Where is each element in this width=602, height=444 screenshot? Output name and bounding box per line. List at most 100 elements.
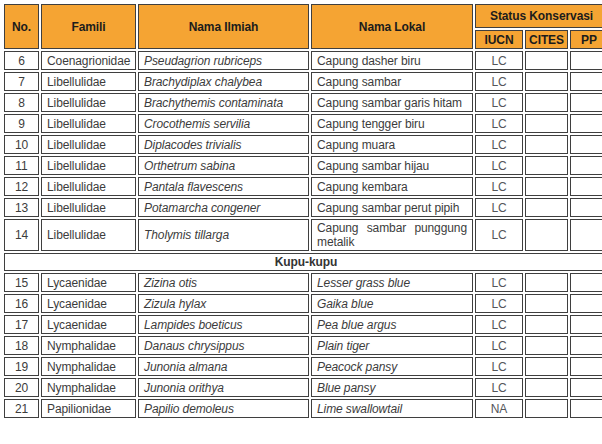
- cell-iucn: LC: [475, 315, 523, 334]
- table-row: 8LibellulidaeBrachythemis contaminataCap…: [4, 93, 602, 112]
- cell-nama-ilmiah: Potamarcha congener: [138, 198, 309, 217]
- cell-nama-lokal: Pea blue argus: [311, 315, 473, 334]
- cell-pp: [570, 219, 602, 251]
- cell-nama-lokal: Capung sambar garis hitam: [311, 93, 473, 112]
- table-row: 11LibellulidaeOrthetrum sabinaCapung sam…: [4, 156, 602, 175]
- cell-famili: Libellulidae: [41, 198, 136, 217]
- table-row: 9LibellulidaeCrocothemis serviliaCapung …: [4, 114, 602, 133]
- cell-pp: [570, 114, 602, 133]
- cell-iucn: LC: [475, 135, 523, 154]
- table-row: 20NymphalidaeJunonia orithyaBlue pansyLC: [4, 378, 602, 397]
- cell-no: 20: [4, 378, 39, 397]
- cell-nama-ilmiah: Junonia orithya: [138, 378, 309, 397]
- cell-no: 9: [4, 114, 39, 133]
- cell-cites: [525, 198, 568, 217]
- cell-pp: [570, 177, 602, 196]
- cell-nama-lokal: Capung dasher biru: [311, 51, 473, 70]
- cell-iucn: LC: [475, 72, 523, 91]
- table-row: 16LycaenidaeZizula hylaxGaika blueLC: [4, 294, 602, 313]
- cell-no: 14: [4, 219, 39, 251]
- col-header-famili: Famili: [41, 4, 136, 49]
- cell-no: 12: [4, 177, 39, 196]
- table-row: 10LibellulidaeDiplacodes trivialisCapung…: [4, 135, 602, 154]
- cell-famili: Papilionidae: [41, 399, 136, 418]
- cell-cites: [525, 135, 568, 154]
- cell-famili: Nymphalidae: [41, 357, 136, 376]
- table-row: 17LycaenidaeLampides boeticusPea blue ar…: [4, 315, 602, 334]
- cell-cites: [525, 219, 568, 251]
- cell-no: 8: [4, 93, 39, 112]
- cell-iucn: LC: [475, 378, 523, 397]
- cell-nama-lokal: Lime swallowtail: [311, 399, 473, 418]
- table-header: No. Famili Nama Ilmiah Nama Lokal Status…: [4, 4, 602, 49]
- cell-no: 15: [4, 273, 39, 292]
- table-row: 7LibellulidaeBrachydiplax chalybeaCapung…: [4, 72, 602, 91]
- cell-no: 11: [4, 156, 39, 175]
- cell-nama-ilmiah: Crocothemis servilia: [138, 114, 309, 133]
- cell-famili: Lycaenidae: [41, 315, 136, 334]
- cell-pp: [570, 51, 602, 70]
- cell-no: 19: [4, 357, 39, 376]
- col-header-cites: CITES: [525, 30, 568, 49]
- cell-cites: [525, 72, 568, 91]
- cell-pp: [570, 156, 602, 175]
- table-row: 15LycaenidaeZizina otisLesser grass blue…: [4, 273, 602, 292]
- cell-nama-ilmiah: Junonia almana: [138, 357, 309, 376]
- cell-pp: [570, 135, 602, 154]
- cell-iucn: LC: [475, 336, 523, 355]
- cell-cites: [525, 315, 568, 334]
- cell-cites: [525, 273, 568, 292]
- cell-cites: [525, 357, 568, 376]
- cell-cites: [525, 294, 568, 313]
- cell-nama-lokal: Capung sambar punggung metalik: [311, 219, 473, 251]
- cell-iucn: LC: [475, 114, 523, 133]
- cell-no: 13: [4, 198, 39, 217]
- cell-iucn: LC: [475, 357, 523, 376]
- cell-iucn: LC: [475, 294, 523, 313]
- cell-no: 17: [4, 315, 39, 334]
- header-row-main: No. Famili Nama Ilmiah Nama Lokal Status…: [4, 4, 602, 28]
- cell-cites: [525, 378, 568, 397]
- cell-nama-lokal: Gaika blue: [311, 294, 473, 313]
- document-page: No. Famili Nama Ilmiah Nama Lokal Status…: [0, 0, 602, 444]
- cell-cites: [525, 336, 568, 355]
- conservation-status-table: No. Famili Nama Ilmiah Nama Lokal Status…: [2, 2, 602, 420]
- cell-cites: [525, 177, 568, 196]
- cell-iucn: LC: [475, 51, 523, 70]
- table-row: 18NymphalidaeDanaus chrysippusPlain tige…: [4, 336, 602, 355]
- col-header-iucn: IUCN: [475, 30, 523, 49]
- cell-iucn: LC: [475, 156, 523, 175]
- cell-nama-ilmiah: Zizina otis: [138, 273, 309, 292]
- cell-pp: [570, 198, 602, 217]
- cell-pp: [570, 399, 602, 418]
- table-row: 12LibellulidaePantala flavescensCapung k…: [4, 177, 602, 196]
- cell-iucn: LC: [475, 177, 523, 196]
- cell-nama-lokal: Lesser grass blue: [311, 273, 473, 292]
- cell-iucn: NA: [475, 399, 523, 418]
- cell-famili: Libellulidae: [41, 219, 136, 251]
- col-header-no: No.: [4, 4, 39, 49]
- cell-iucn: LC: [475, 219, 523, 251]
- cell-iucn: LC: [475, 273, 523, 292]
- cell-nama-ilmiah: Brachythemis contaminata: [138, 93, 309, 112]
- cell-nama-lokal: Capung muara: [311, 135, 473, 154]
- cell-nama-lokal: Capung sambar: [311, 72, 473, 91]
- cell-famili: Coenagrionidae: [41, 51, 136, 70]
- cell-cites: [525, 399, 568, 418]
- cell-pp: [570, 72, 602, 91]
- cell-no: 10: [4, 135, 39, 154]
- cell-nama-lokal: Capung tengger biru: [311, 114, 473, 133]
- cell-nama-ilmiah: Danaus chrysippus: [138, 336, 309, 355]
- cell-nama-ilmiah: Zizula hylax: [138, 294, 309, 313]
- cell-nama-lokal: Peacock pansy: [311, 357, 473, 376]
- cell-nama-lokal: Capung kembara: [311, 177, 473, 196]
- cell-nama-ilmiah: Tholymis tillarga: [138, 219, 309, 251]
- cell-no: 21: [4, 399, 39, 418]
- cell-nama-lokal: Capung sambar hijau: [311, 156, 473, 175]
- cell-famili: Libellulidae: [41, 177, 136, 196]
- cell-famili: Lycaenidae: [41, 294, 136, 313]
- cell-nama-lokal: Blue pansy: [311, 378, 473, 397]
- cell-nama-ilmiah: Pantala flavescens: [138, 177, 309, 196]
- cell-pp: [570, 273, 602, 292]
- cell-nama-ilmiah: Brachydiplax chalybea: [138, 72, 309, 91]
